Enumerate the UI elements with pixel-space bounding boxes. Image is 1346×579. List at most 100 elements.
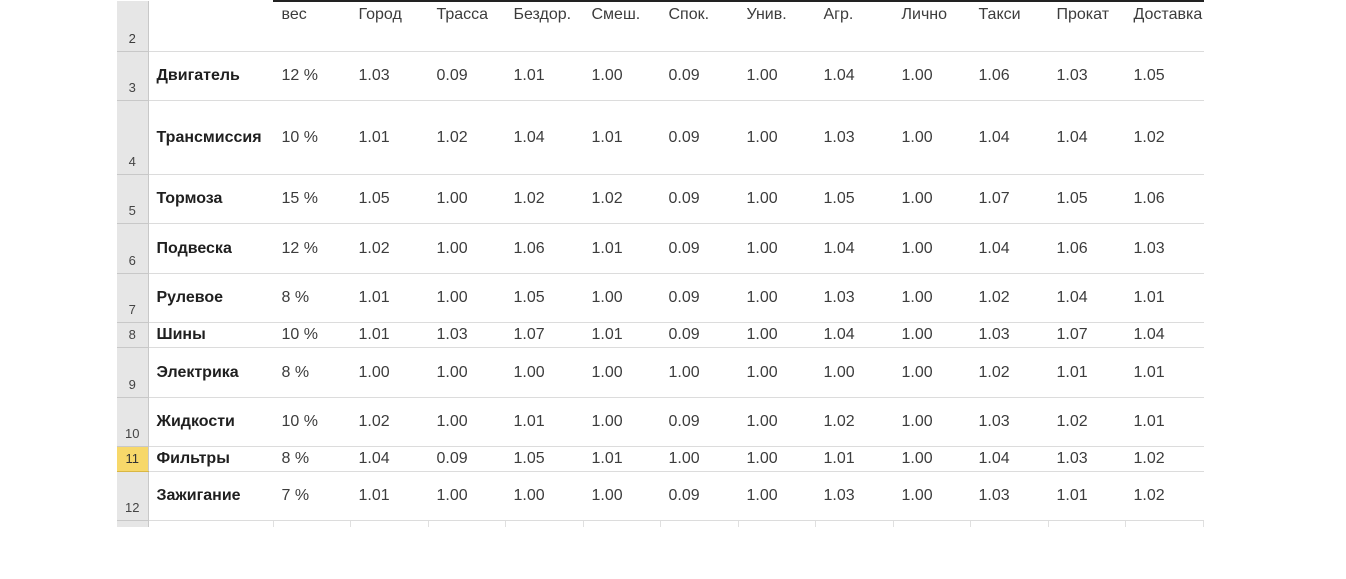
empty-cell[interactable] [1048, 520, 1126, 527]
empty-cell[interactable] [1125, 520, 1204, 527]
value-cell[interactable]: 1.00 [738, 223, 815, 274]
value-cell[interactable]: 0.09 [428, 51, 505, 101]
value-cell[interactable]: 1.00 [738, 174, 815, 224]
value-cell[interactable]: 1.02 [1125, 471, 1203, 521]
weight-cell[interactable]: 12 % [273, 51, 350, 101]
value-cell[interactable]: 1.00 [350, 347, 428, 398]
column-header-cell[interactable]: Прокат [1048, 0, 1125, 52]
value-cell[interactable]: 1.04 [1125, 322, 1203, 348]
column-header-cell[interactable]: Спок. [660, 0, 738, 52]
value-cell[interactable]: 0.09 [660, 174, 738, 224]
value-cell[interactable]: 1.00 [428, 397, 505, 447]
value-cell[interactable]: 1.00 [893, 273, 970, 323]
value-cell[interactable]: 0.09 [660, 51, 738, 101]
value-cell[interactable]: 1.02 [815, 397, 893, 447]
value-cell[interactable]: 1.01 [583, 446, 660, 472]
value-cell[interactable]: 1.04 [815, 51, 893, 101]
column-header-cell[interactable]: Доставка [1125, 0, 1203, 52]
value-cell[interactable]: 1.02 [583, 174, 660, 224]
value-cell[interactable]: 1.00 [738, 347, 815, 398]
value-cell[interactable]: 1.00 [893, 347, 970, 398]
value-cell[interactable]: 1.00 [660, 446, 738, 472]
value-cell[interactable]: 1.03 [1125, 223, 1203, 274]
value-cell[interactable]: 1.03 [1048, 446, 1125, 472]
value-cell[interactable]: 1.02 [428, 100, 505, 175]
value-cell[interactable]: 1.04 [505, 100, 583, 175]
value-cell[interactable]: 1.01 [815, 446, 893, 472]
value-cell[interactable]: 1.05 [815, 174, 893, 224]
value-cell[interactable]: 1.04 [815, 322, 893, 348]
value-cell[interactable]: 1.00 [583, 471, 660, 521]
value-cell[interactable]: 1.04 [970, 223, 1048, 274]
value-cell[interactable]: 1.00 [815, 347, 893, 398]
value-cell[interactable]: 1.04 [970, 100, 1048, 175]
component-name-cell[interactable]: Шины [148, 322, 273, 348]
value-cell[interactable]: 1.02 [1048, 397, 1125, 447]
column-header-cell[interactable]: вес [273, 0, 350, 52]
value-cell[interactable]: 0.09 [428, 446, 505, 472]
row-header[interactable]: 8 [117, 322, 149, 348]
weight-cell[interactable]: 8 % [273, 347, 350, 398]
column-header-cell[interactable]: Город [350, 0, 428, 52]
value-cell[interactable]: 0.09 [660, 273, 738, 323]
row-header[interactable]: 9 [117, 347, 149, 398]
value-cell[interactable]: 0.09 [660, 223, 738, 274]
empty-cell[interactable] [350, 520, 429, 527]
header-cell-blank[interactable] [148, 1, 273, 52]
weight-cell[interactable]: 8 % [273, 273, 350, 323]
value-cell[interactable]: 1.02 [970, 347, 1048, 398]
component-name-cell[interactable]: Двигатель [148, 51, 273, 101]
empty-cell[interactable] [505, 520, 584, 527]
component-name-cell[interactable]: Зажигание [148, 471, 273, 521]
value-cell[interactable]: 0.09 [660, 100, 738, 175]
column-header-cell[interactable]: Унив. [738, 0, 815, 52]
row-header[interactable]: 7 [117, 273, 149, 323]
component-name-cell[interactable]: Жидкости [148, 397, 273, 447]
value-cell[interactable]: 1.02 [505, 174, 583, 224]
value-cell[interactable]: 1.00 [505, 471, 583, 521]
empty-cell[interactable] [660, 520, 739, 527]
value-cell[interactable]: 1.01 [1048, 347, 1125, 398]
value-cell[interactable]: 1.00 [893, 397, 970, 447]
value-cell[interactable]: 1.02 [1125, 446, 1203, 472]
value-cell[interactable]: 1.03 [350, 51, 428, 101]
component-name-cell[interactable]: Электрика [148, 347, 273, 398]
value-cell[interactable]: 1.01 [350, 471, 428, 521]
empty-cell[interactable] [815, 520, 894, 527]
value-cell[interactable]: 1.00 [738, 322, 815, 348]
value-cell[interactable]: 1.03 [970, 471, 1048, 521]
value-cell[interactable]: 1.07 [1048, 322, 1125, 348]
value-cell[interactable]: 1.06 [1048, 223, 1125, 274]
row-header[interactable]: 10 [117, 397, 149, 447]
value-cell[interactable]: 1.00 [505, 347, 583, 398]
value-cell[interactable]: 1.05 [1048, 174, 1125, 224]
component-name-cell[interactable]: Подвеска [148, 223, 273, 274]
value-cell[interactable]: 1.00 [893, 223, 970, 274]
empty-cell[interactable] [583, 520, 661, 527]
value-cell[interactable]: 1.00 [738, 51, 815, 101]
value-cell[interactable]: 1.03 [428, 322, 505, 348]
value-cell[interactable]: 1.06 [970, 51, 1048, 101]
value-cell[interactable]: 1.01 [583, 223, 660, 274]
empty-cell[interactable] [428, 520, 506, 527]
value-cell[interactable]: 0.09 [660, 397, 738, 447]
value-cell[interactable]: 1.00 [738, 397, 815, 447]
value-cell[interactable]: 1.00 [583, 397, 660, 447]
weight-cell[interactable]: 7 % [273, 471, 350, 521]
component-name-cell[interactable]: Фильтры [148, 446, 273, 472]
value-cell[interactable]: 1.07 [970, 174, 1048, 224]
value-cell[interactable]: 1.00 [893, 446, 970, 472]
value-cell[interactable]: 1.00 [893, 174, 970, 224]
value-cell[interactable]: 1.01 [350, 273, 428, 323]
value-cell[interactable]: 1.03 [970, 397, 1048, 447]
value-cell[interactable]: 1.01 [350, 322, 428, 348]
row-header[interactable]: 3 [117, 51, 149, 101]
value-cell[interactable]: 1.05 [1125, 51, 1203, 101]
value-cell[interactable]: 1.02 [970, 273, 1048, 323]
value-cell[interactable]: 1.05 [350, 174, 428, 224]
value-cell[interactable]: 1.00 [738, 273, 815, 323]
weight-cell[interactable]: 8 % [273, 446, 350, 472]
column-header-cell[interactable]: Лично [893, 0, 970, 52]
row-header[interactable] [117, 520, 149, 527]
value-cell[interactable]: 1.01 [1125, 347, 1203, 398]
